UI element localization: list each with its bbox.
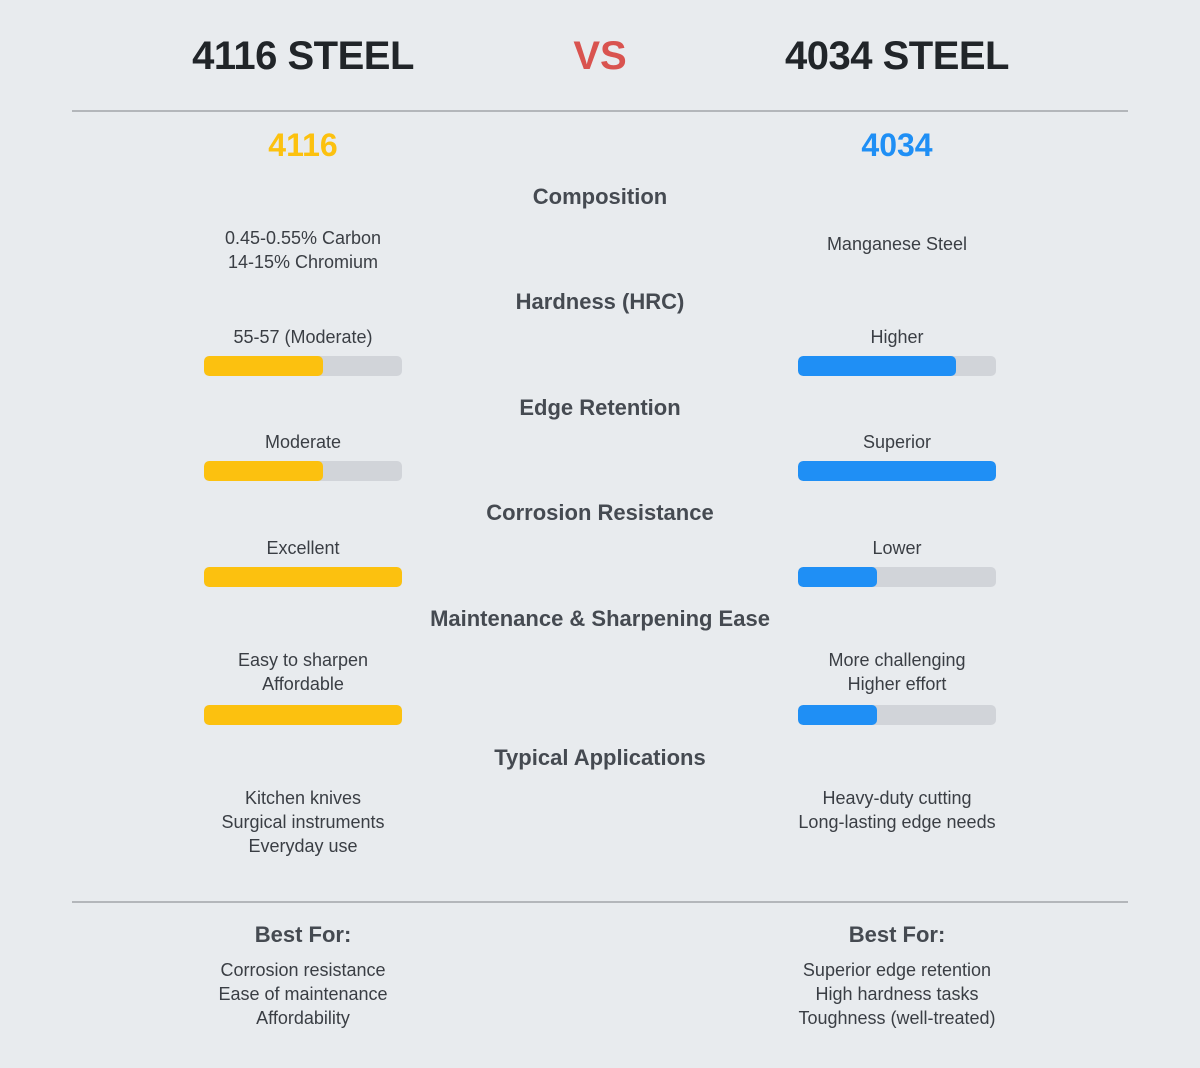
maintenance-4034-line: Higher effort <box>847 674 947 694</box>
hardness-4116-value: 55-57 (Moderate) <box>233 327 373 347</box>
edge-retention-4116-value: Moderate <box>264 432 342 452</box>
best-for-4116-list: Corrosion resistance Ease of maintenance… <box>153 958 453 1030</box>
section-title-typical-applications: Typical Applications <box>494 745 706 770</box>
maintenance-4034-value: More challenging Higher effort <box>747 648 1047 696</box>
best-for-item: Toughness (well-treated) <box>798 1008 996 1028</box>
maintenance-4034-line: More challenging <box>828 650 966 670</box>
section-title-maintenance: Maintenance & Sharpening Ease <box>430 606 770 631</box>
corrosion-4116-bar-fill <box>204 567 402 587</box>
section-title-edge-retention: Edge Retention <box>519 395 681 420</box>
maintenance-4034-bar <box>798 705 996 725</box>
composition-4116: 0.45-0.55% Carbon 14-15% Chromium <box>153 226 453 274</box>
column-label-4034: 4034 <box>861 127 933 163</box>
column-label-4116: 4116 <box>268 127 338 163</box>
best-for-item: Affordability <box>256 1008 350 1028</box>
edge-retention-4034-value: Superior <box>862 432 932 452</box>
maintenance-4034-bar-fill <box>798 705 878 725</box>
maintenance-4116-bar <box>204 705 402 725</box>
section-title-hardness: Hardness (HRC) <box>515 289 685 314</box>
maintenance-4116-line: Easy to sharpen <box>237 650 369 670</box>
section-title-corrosion-resistance: Corrosion Resistance <box>486 500 714 525</box>
best-for-item: Ease of maintenance <box>218 984 388 1004</box>
corrosion-4034-bar <box>798 567 996 587</box>
best-for-4034-title: Best For: <box>848 922 946 947</box>
application-item: Kitchen knives <box>244 788 362 808</box>
applications-4034: Heavy-duty cutting Long-lasting edge nee… <box>747 786 1047 834</box>
application-item: Everyday use <box>248 836 358 856</box>
edge-retention-4116-bar <box>204 461 402 481</box>
best-for-item: Superior edge retention <box>802 960 992 980</box>
bottom-divider <box>72 901 1128 903</box>
best-for-4034-list: Superior edge retention High hardness ta… <box>747 958 1047 1030</box>
maintenance-4116-value: Easy to sharpen Affordable <box>153 648 453 696</box>
composition-4116-line: 14-15% Chromium <box>227 252 379 272</box>
maintenance-4116-bar-fill <box>204 705 402 725</box>
application-item: Long-lasting edge needs <box>798 812 996 832</box>
hardness-4034-value: Higher <box>870 327 924 347</box>
maintenance-4116-line: Affordable <box>262 674 344 694</box>
application-item: Surgical instruments <box>221 812 385 832</box>
hardness-4116-bar-fill <box>204 356 323 376</box>
hardness-4116-bar <box>204 356 402 376</box>
edge-retention-4034-bar-fill <box>798 461 996 481</box>
best-for-4116-title: Best For: <box>254 922 352 947</box>
corrosion-4116-value: Excellent <box>266 538 340 558</box>
edge-retention-4116-bar-fill <box>204 461 323 481</box>
corrosion-4034-bar-fill <box>798 567 878 587</box>
top-divider <box>72 110 1128 112</box>
composition-4116-line: 0.45-0.55% Carbon <box>224 228 382 248</box>
section-title-composition: Composition <box>532 184 668 209</box>
hardness-4034-bar <box>798 356 996 376</box>
hardness-4034-bar-fill <box>798 356 957 376</box>
corrosion-4034-value: Lower <box>872 538 922 558</box>
best-for-item: High hardness tasks <box>815 984 979 1004</box>
composition-4034-line: Manganese Steel <box>826 234 968 254</box>
right-steel-title: 4034 STEEL <box>784 34 1010 78</box>
left-steel-title: 4116 STEEL <box>192 34 414 78</box>
corrosion-4116-bar <box>204 567 402 587</box>
composition-4034: Manganese Steel <box>747 232 1047 256</box>
best-for-item: Corrosion resistance <box>220 960 386 980</box>
edge-retention-4034-bar <box>798 461 996 481</box>
applications-4116: Kitchen knives Surgical instruments Ever… <box>153 786 453 858</box>
vs-label: VS <box>573 34 627 78</box>
application-item: Heavy-duty cutting <box>822 788 972 808</box>
